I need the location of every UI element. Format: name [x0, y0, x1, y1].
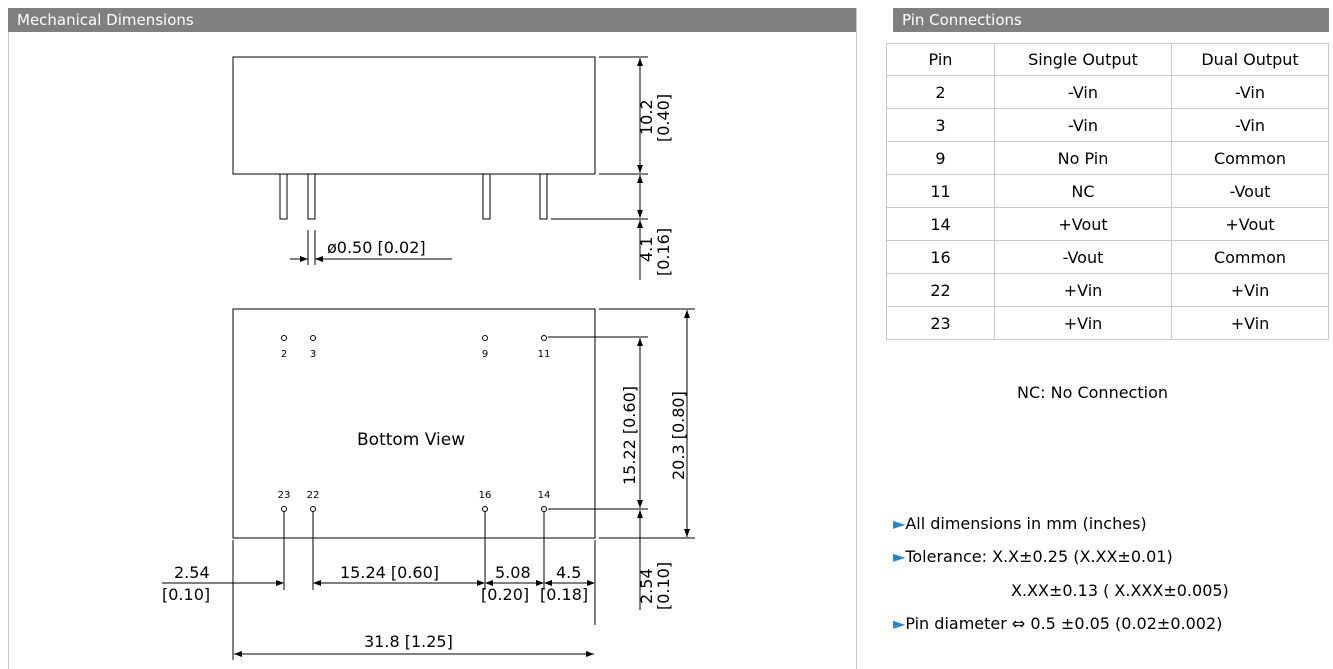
note-dims: ►All dimensions in mm (inches): [893, 514, 1147, 533]
pin-label-14: 14: [538, 490, 551, 501]
pin-gap-mm: 5.08: [495, 563, 531, 582]
pin-label-16: 16: [479, 490, 492, 501]
triangle-bullet-icon: ►: [893, 547, 906, 566]
vertical-offset-in: [0.10]: [654, 562, 673, 610]
single-cell: +Vin: [994, 306, 1172, 340]
pin-gap-in: [0.20]: [481, 585, 529, 604]
dual-cell: Common: [1171, 240, 1329, 274]
table-row: 22 +Vin +Vin: [886, 273, 1329, 307]
table-row: 3 -Vin -Vin: [886, 108, 1329, 142]
dual-cell: -Vin: [1171, 75, 1329, 109]
pin-connections-header: Pin Connections: [893, 8, 1329, 32]
pin-cell: 16: [886, 240, 995, 274]
table-header-row: Pin Single Output Dual Output: [886, 43, 1329, 76]
pin-cell: 14: [886, 207, 995, 241]
pin-connections-title: Pin Connections: [902, 11, 1022, 29]
pin-end-in: [0.18]: [540, 585, 588, 604]
table-row: 23 +Vin +Vin: [886, 306, 1329, 340]
pin-row-spacing: 15.22 [0.60]: [620, 386, 639, 485]
side-pin: [279, 173, 288, 220]
note-pin-diameter: ►Pin diameter ⇔ 0.5 ±0.05 (0.02±0.002): [893, 614, 1222, 633]
pin-cell: 23: [886, 306, 995, 340]
pin-cell: 11: [886, 174, 995, 208]
single-cell: No Pin: [994, 141, 1172, 175]
pin-label-23: 23: [278, 490, 291, 501]
pin-label-22: 22: [307, 490, 320, 501]
nc-note: NC: No Connection: [1017, 383, 1168, 402]
left-panel-border: [8, 32, 9, 669]
edge-to-pin-in: [0.10]: [162, 585, 210, 604]
edge-to-pin-mm: 2.54: [174, 563, 210, 582]
bottom-view-body: [232, 308, 596, 539]
header-gap: [856, 8, 893, 32]
pin-length-mm: 4.1: [637, 237, 656, 262]
table-row: 16 -Vout Common: [886, 240, 1329, 274]
side-pin: [307, 173, 316, 220]
mechanical-dimensions-header: Mechanical Dimensions: [8, 8, 856, 32]
dual-cell: Common: [1171, 141, 1329, 175]
pin-length-in: [0.16]: [654, 228, 673, 276]
pin-label-11: 11: [538, 349, 551, 360]
single-cell: -Vin: [994, 108, 1172, 142]
note-dims-text: All dimensions in mm (inches): [905, 514, 1147, 533]
note-tolerance: ►Tolerance: X.X±0.25 (X.XX±0.01): [893, 547, 1173, 566]
pin-label-3: 3: [310, 349, 316, 360]
header-pin: Pin: [886, 43, 995, 76]
table-row: 9 No Pin Common: [886, 141, 1329, 175]
body-width: 31.8 [1.25]: [364, 632, 453, 651]
pin-label-2: 2: [281, 349, 287, 360]
single-cell: -Vout: [994, 240, 1172, 274]
panel-divider: [856, 8, 857, 669]
mechanical-drawing: 10.2 [0.40] 4.1 [0.16] ø0.50 [0.02] Bott…: [162, 56, 695, 660]
pin-connections-table: Pin Single Output Dual Output 2 -Vin -Vin …: [886, 43, 1329, 340]
bottom-view-label: Bottom View: [357, 430, 465, 450]
single-cell: -Vin: [994, 75, 1172, 109]
vertical-offset-mm: 2.54: [637, 568, 656, 604]
triangle-bullet-icon: ►: [893, 614, 906, 633]
table-row: 11 NC -Vout: [886, 174, 1329, 208]
dual-cell: +Vout: [1171, 207, 1329, 241]
single-cell: +Vout: [994, 207, 1172, 241]
pin-cell: 9: [886, 141, 995, 175]
body-height: 20.3 [0.80]: [669, 391, 688, 480]
note-pin-diameter-text: Pin diameter ⇔ 0.5 ±0.05 (0.02±0.002): [905, 614, 1223, 633]
dual-cell: -Vout: [1171, 174, 1329, 208]
side-view-body: [232, 56, 596, 175]
pin-cell: 3: [886, 108, 995, 142]
pin-label-9: 9: [482, 349, 488, 360]
single-cell: +Vin: [994, 273, 1172, 307]
side-pin: [539, 173, 548, 220]
pin-cell: 22: [886, 273, 995, 307]
pin-cell: 2: [886, 75, 995, 109]
note-tolerance-2: X.XX±0.13 ( X.XXX±0.005): [1011, 581, 1229, 600]
dual-cell: -Vin: [1171, 108, 1329, 142]
header-dual-output: Dual Output: [1171, 43, 1329, 76]
single-cell: NC: [994, 174, 1172, 208]
side-height-mm: 10.2: [637, 99, 656, 135]
pin-end-mm: 4.5: [556, 563, 581, 582]
dual-cell: +Vin: [1171, 273, 1329, 307]
dual-cell: +Vin: [1171, 306, 1329, 340]
table-row: 2 -Vin -Vin: [886, 75, 1329, 109]
note-tolerance-text: Tolerance: X.X±0.25 (X.XX±0.01): [905, 547, 1173, 566]
table-row: 14 +Vout +Vout: [886, 207, 1329, 241]
pin-span: 15.24 [0.60]: [340, 563, 439, 582]
header-single-output: Single Output: [994, 43, 1172, 76]
side-height-in: [0.40]: [654, 94, 673, 142]
mechanical-dimensions-title: Mechanical Dimensions: [17, 11, 194, 29]
side-pin: [482, 173, 491, 220]
pin-diameter-label: ø0.50 [0.02]: [327, 238, 426, 257]
triangle-bullet-icon: ►: [893, 514, 906, 533]
